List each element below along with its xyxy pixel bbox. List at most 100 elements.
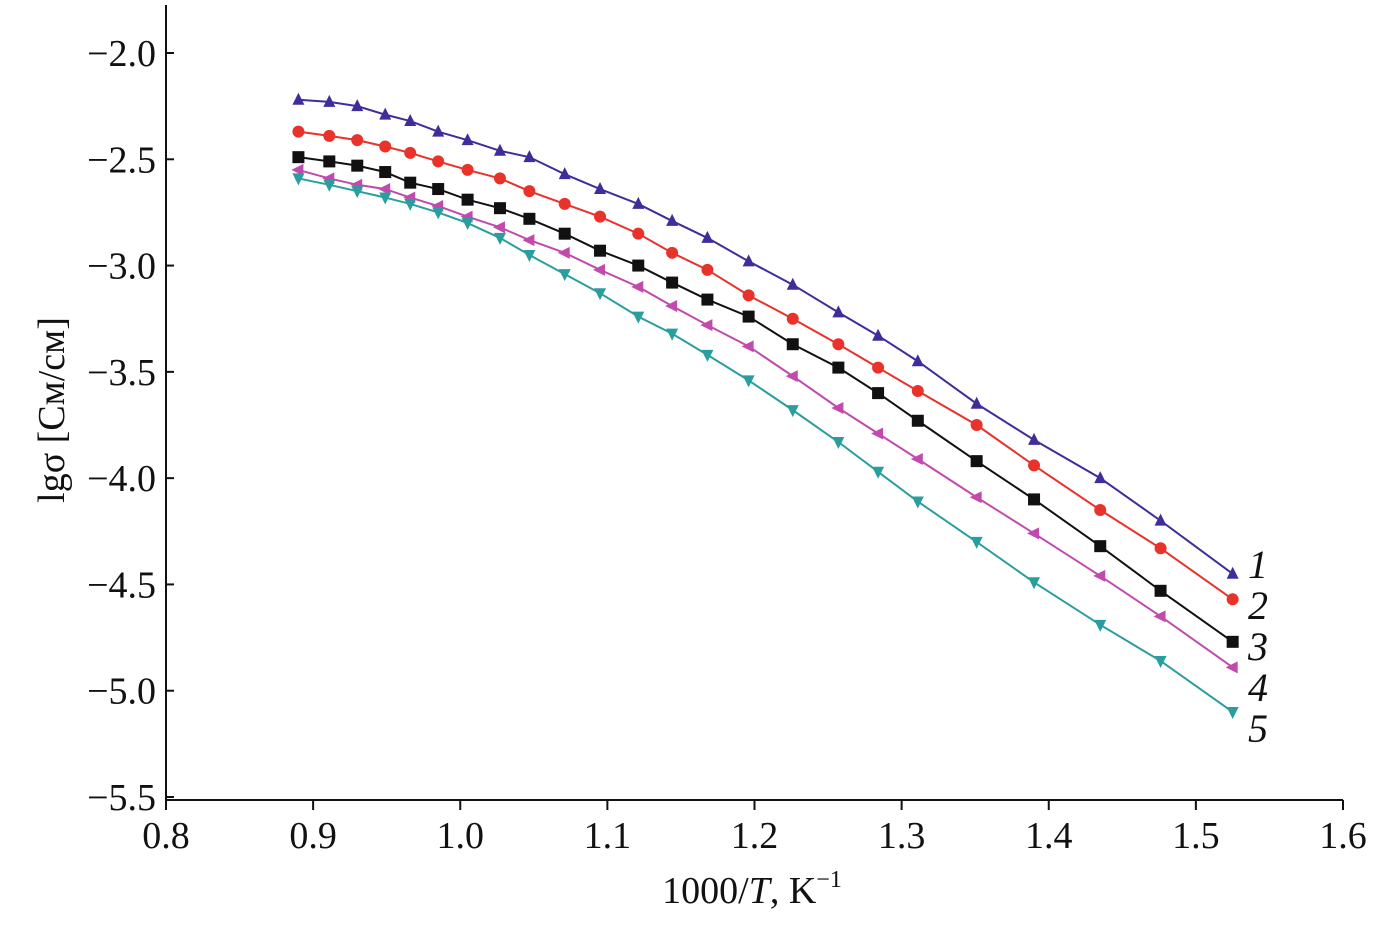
data-point xyxy=(911,496,924,509)
x-tick-label: 1.6 xyxy=(1319,815,1367,857)
data-point xyxy=(1154,542,1167,555)
data-point xyxy=(871,427,884,440)
x-tick-label: 0.9 xyxy=(289,815,337,857)
data-point xyxy=(432,124,445,137)
data-point xyxy=(493,143,506,156)
data-point xyxy=(1226,635,1239,648)
data-point xyxy=(910,453,923,466)
x-tick-label: 1.5 xyxy=(1172,815,1220,857)
x-tick-label: 1.4 xyxy=(1025,815,1073,857)
data-point xyxy=(742,375,755,388)
data-point xyxy=(461,163,474,176)
data-point xyxy=(1094,540,1107,553)
data-point xyxy=(351,159,364,172)
data-point xyxy=(404,146,417,159)
x-tick-label: 1.3 xyxy=(878,815,926,857)
data-point xyxy=(323,129,336,142)
data-point xyxy=(291,163,304,176)
data-point xyxy=(379,192,392,205)
y-tick-label: −5.0 xyxy=(87,671,156,713)
data-point xyxy=(379,107,392,120)
data-point xyxy=(1154,584,1167,597)
data-point xyxy=(1028,493,1041,506)
axes: 0.8 0.9 1.0 1.1 1.2 1.3 1.4 1.5 1.6 −2.0 −2.5 −3.0 −… xyxy=(87,5,1367,857)
data-point xyxy=(701,230,714,243)
y-tick-label: −3.5 xyxy=(87,352,156,394)
data-point xyxy=(911,414,924,427)
data-point xyxy=(1094,504,1107,517)
series-3: 3 xyxy=(292,151,1268,669)
data-point xyxy=(832,437,845,450)
x-axis-label-exponent: −1 xyxy=(816,867,842,893)
data-point xyxy=(493,232,506,245)
data-point xyxy=(594,288,607,301)
data-point xyxy=(558,197,571,210)
data-point xyxy=(323,94,336,107)
y-tick-label: −3.0 xyxy=(87,246,156,288)
series-label: 2 xyxy=(1248,583,1268,628)
y-axis-label: lgσ [См/см] xyxy=(31,317,73,503)
data-point xyxy=(970,419,983,431)
data-point xyxy=(741,340,754,353)
data-point xyxy=(594,210,607,223)
data-point xyxy=(1225,661,1238,674)
data-point xyxy=(523,212,536,225)
data-point xyxy=(1154,655,1167,668)
x-tick-label: 1.0 xyxy=(437,815,485,857)
data-point xyxy=(632,311,645,324)
data-point xyxy=(1226,706,1239,719)
data-point xyxy=(379,166,392,179)
series-5: 5 xyxy=(292,173,1268,751)
y-tick-label: −2.0 xyxy=(87,33,156,75)
data-point xyxy=(1226,593,1239,606)
data-point xyxy=(351,99,364,112)
data-point xyxy=(666,276,679,289)
data-point xyxy=(1027,527,1040,540)
series-line xyxy=(298,98,1234,575)
series-line xyxy=(298,177,1234,713)
data-point xyxy=(1028,577,1041,590)
data-point xyxy=(1094,619,1107,632)
data-point xyxy=(700,319,713,332)
data-point xyxy=(969,491,982,504)
data-point xyxy=(378,183,391,196)
y-tick-label: −5.5 xyxy=(87,777,156,819)
data-point xyxy=(557,246,570,259)
data-point xyxy=(1094,471,1107,484)
series-line xyxy=(298,130,1234,601)
x-axis-label-variable: T xyxy=(749,870,773,912)
data-point xyxy=(523,185,536,198)
data-point xyxy=(522,234,535,247)
data-point xyxy=(351,134,364,147)
data-point xyxy=(970,396,983,409)
data-point xyxy=(558,269,571,282)
data-point xyxy=(461,133,474,146)
data-point xyxy=(701,349,714,362)
data-point xyxy=(666,246,679,259)
data-point xyxy=(632,259,645,272)
data-point xyxy=(593,263,606,276)
x-axis-label: 1000/T, K−1 xyxy=(662,867,842,912)
data-point xyxy=(786,405,799,418)
x-axis-label-main: 1000/ xyxy=(662,870,749,912)
data-point xyxy=(872,361,885,374)
data-point xyxy=(292,151,305,164)
data-point xyxy=(292,125,305,138)
data-point xyxy=(832,305,845,318)
data-point xyxy=(523,249,536,262)
data-point xyxy=(492,221,505,234)
data-point xyxy=(1154,513,1167,526)
data-point xyxy=(404,176,417,189)
data-point xyxy=(323,155,336,168)
series-line xyxy=(298,156,1234,643)
data-point xyxy=(785,370,798,383)
data-point xyxy=(379,140,392,153)
series-1: 1 xyxy=(292,92,1268,587)
data-point xyxy=(666,328,679,341)
data-point xyxy=(1226,566,1239,579)
data-point xyxy=(742,254,755,267)
series-2: 2 xyxy=(292,125,1268,628)
data-point xyxy=(742,289,755,302)
